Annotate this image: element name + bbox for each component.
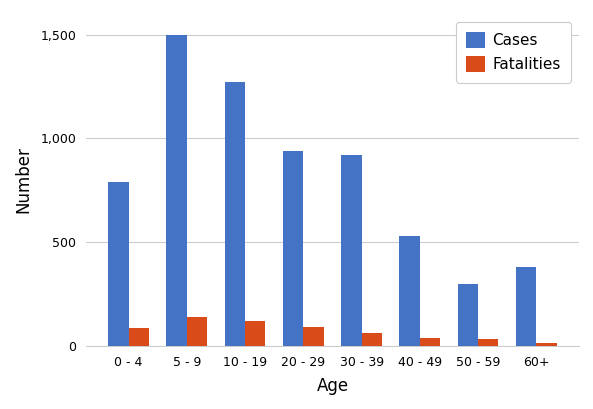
Bar xyxy=(362,333,382,346)
Bar xyxy=(109,182,129,346)
Bar xyxy=(167,35,187,346)
X-axis label: Age: Age xyxy=(317,377,349,395)
Bar xyxy=(536,343,557,346)
Bar xyxy=(129,328,149,346)
Bar xyxy=(458,284,478,346)
Bar xyxy=(283,151,304,346)
Bar xyxy=(245,321,266,346)
Bar xyxy=(187,317,207,346)
Y-axis label: Number: Number xyxy=(14,146,32,213)
Bar xyxy=(516,267,536,346)
Bar xyxy=(420,338,440,346)
Legend: Cases, Fatalities: Cases, Fatalities xyxy=(456,22,572,83)
Bar xyxy=(225,82,245,346)
Bar xyxy=(400,236,420,346)
Bar xyxy=(341,155,362,346)
Bar xyxy=(478,339,499,346)
Bar xyxy=(304,327,324,346)
